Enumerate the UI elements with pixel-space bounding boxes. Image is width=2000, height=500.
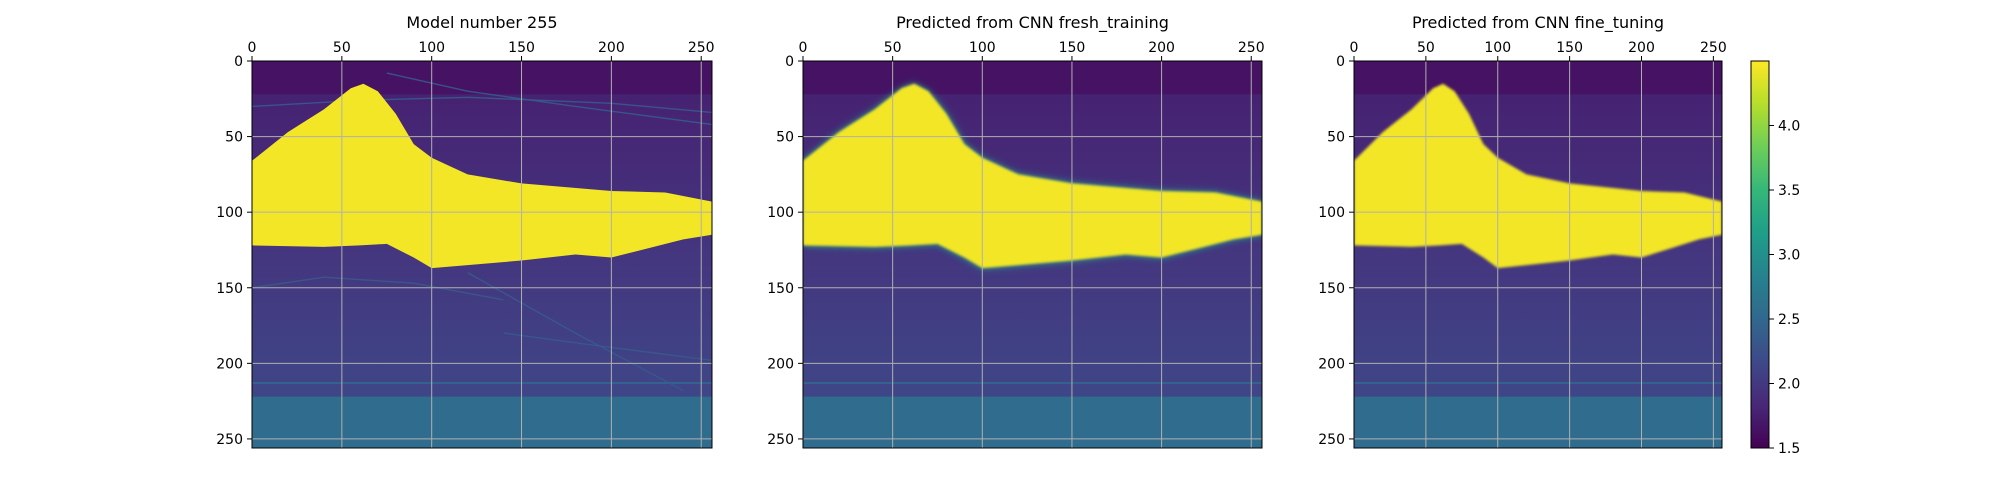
grid (1354, 61, 1722, 448)
heatmap-image (252, 61, 712, 448)
layer-curve-3 (503, 332, 712, 361)
heatmap-image (803, 61, 1262, 448)
x-tick-label: 200 (1148, 40, 1175, 56)
y-tick-label: 100 (216, 205, 243, 221)
grid (252, 61, 712, 448)
axes-frame (802, 60, 1263, 449)
x-tick-label: 250 (688, 40, 715, 56)
x-tick-label: 150 (1556, 40, 1583, 56)
x-tick-label: 200 (598, 40, 625, 56)
y-tick-label: 150 (1318, 281, 1345, 297)
colorbar-tick-label: 1.5 (1778, 441, 1800, 457)
colorbar-tick-label: 3.5 (1778, 183, 1800, 199)
y-tick-label: 0 (1336, 54, 1345, 70)
salt-body (1354, 83, 1722, 269)
y-tick-label: 100 (1318, 205, 1345, 221)
heatmap-bottom-layer (252, 396, 712, 448)
layer-curve-4 (467, 271, 684, 392)
salt-body (803, 83, 1262, 269)
heatmap-top-band (1354, 61, 1722, 95)
x-tick-label: 100 (1484, 40, 1511, 56)
chart-title: Model number 255 (406, 13, 557, 32)
chart-title: Predicted from CNN fresh_training (896, 13, 1169, 33)
salt-body (252, 83, 712, 269)
x-tick-label: 50 (1417, 40, 1435, 56)
x-tick-label: 200 (1628, 40, 1655, 56)
y-tick-label: 250 (767, 432, 794, 448)
x-tick-label: 250 (1238, 40, 1265, 56)
x-tick-label: 100 (418, 40, 445, 56)
grid (803, 61, 1262, 448)
colorbar-tick-label: 3.0 (1778, 248, 1800, 264)
chart-title: Predicted from CNN fine_tuning (1412, 13, 1664, 33)
x-tick-label: 0 (799, 40, 808, 56)
y-tick-label: 100 (767, 205, 794, 221)
panel-fresh-training: 0 50 100 150 200 250 0 50 100 150 200 250 Predicted … (767, 13, 1265, 449)
x-tick-label: 50 (333, 40, 351, 56)
y-tick-label: 200 (216, 356, 243, 372)
heatmap-bottom-layer (803, 396, 1262, 448)
axes-frame (1353, 60, 1723, 449)
layer-curve-2 (252, 276, 504, 301)
y-tick-label: 200 (1318, 356, 1345, 372)
heatmap-thin-layer (1354, 381, 1722, 384)
x-tick-label: 150 (1059, 40, 1086, 56)
x-tick-label: 50 (884, 40, 902, 56)
colorbar-tick-label: 4.0 (1778, 119, 1800, 135)
y-tick-label: 0 (785, 54, 794, 70)
x-tick-label: 0 (1350, 40, 1359, 56)
heatmap-thin-layer (803, 381, 1262, 384)
colorbar-gradient (1750, 60, 1770, 449)
colorbar-tick-label: 2.5 (1778, 312, 1800, 328)
y-tick-label: 200 (767, 356, 794, 372)
x-tick-label: 150 (508, 40, 535, 56)
heatmap-image (1354, 61, 1722, 448)
x-tick-label: 250 (1700, 40, 1727, 56)
y-tick-label: 0 (234, 54, 243, 70)
x-tick-label: 0 (248, 40, 257, 56)
y-tick-label: 150 (767, 281, 794, 297)
y-tick-label: 250 (216, 432, 243, 448)
x-tick-label: 100 (969, 40, 996, 56)
y-tick-label: 50 (1327, 130, 1345, 146)
panel-fine-tuning: 0 50 100 150 200 250 0 50 100 150 200 250 Predicted … (1318, 13, 1727, 449)
y-tick-label: 50 (225, 130, 243, 146)
colorbar: 1.5 2.0 2.5 3.0 3.5 4.0 (1750, 60, 1800, 457)
heatmap-top-band (803, 61, 1262, 95)
colorbar-tick-label: 2.0 (1778, 377, 1800, 393)
y-tick-label: 150 (216, 281, 243, 297)
y-tick-label: 50 (776, 130, 794, 146)
axes-frame (251, 60, 713, 449)
heatmap-thin-layer (252, 381, 712, 384)
heatmap-top-band (252, 61, 712, 95)
y-tick-label: 250 (1318, 432, 1345, 448)
layer-curve-0 (252, 96, 712, 114)
panel-model: 0 50 100 150 200 250 0 50 100 150 200 250 Model numb… (216, 13, 715, 449)
heatmap-bottom-layer (1354, 396, 1722, 448)
